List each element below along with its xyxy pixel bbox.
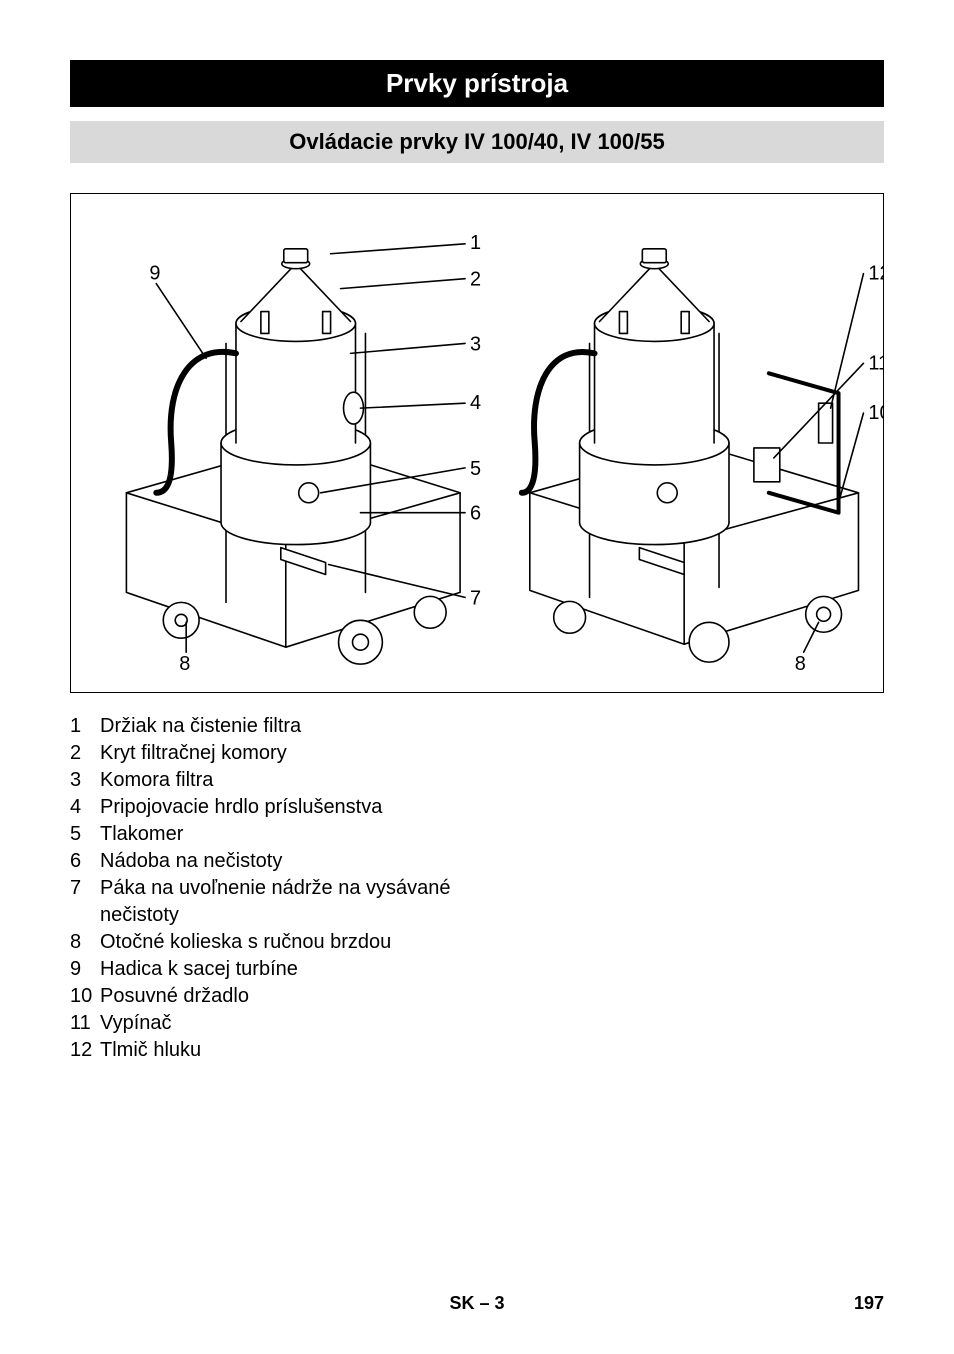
section-subtitle: Ovládacie prvky IV 100/40, IV 100/55 [70,121,884,163]
footer-center: SK – 3 [449,1293,504,1314]
callout-2: 2 [470,269,481,291]
legend-item: 2Kryt filtračnej komory [70,740,884,767]
legend-text: Páka na uvoľnenie nádrže na vysávané neč… [100,875,480,929]
legend-num: 4 [70,794,100,821]
left-unit [126,244,465,664]
legend-text: Nádoba na nečistoty [100,848,282,875]
legend-text: Držiak na čistenie filtra [100,713,301,740]
callout-7: 7 [470,587,481,609]
legend-num: 3 [70,767,100,794]
legend-num: 11 [70,1010,100,1037]
callout-10: 10 [868,402,883,424]
legend-text: Otočné kolieska s ručnou brzdou [100,929,391,956]
legend-text: Komora filtra [100,767,213,794]
legend-num: 6 [70,848,100,875]
legend-list: 1Držiak na čistenie filtra 2Kryt filtrač… [70,713,884,1064]
legend-item: 5Tlakomer [70,821,884,848]
legend-num: 10 [70,983,100,1010]
legend-num: 8 [70,929,100,956]
legend-item: 8Otočné kolieska s ručnou brzdou [70,929,884,956]
legend-text: Tlmič hluku [100,1037,201,1064]
legend-item: 11Vypínač [70,1010,884,1037]
legend-num: 1 [70,713,100,740]
legend-item: 9Hadica k sacej turbíne [70,956,884,983]
legend-text: Pripojovacie hrdlo príslušenstva [100,794,382,821]
callout-3: 3 [470,333,481,355]
callout-11: 11 [868,352,883,374]
legend-text: Posuvné držadlo [100,983,249,1010]
callout-12: 12 [868,263,883,285]
legend-num: 7 [70,875,100,929]
legend-text: Tlakomer [100,821,183,848]
legend-item: 3Komora filtra [70,767,884,794]
section-title: Prvky prístroja [70,60,884,107]
callout-4: 4 [470,392,481,414]
legend-item: 1Držiak na čistenie filtra [70,713,884,740]
page-number: 197 [854,1293,884,1314]
page-footer: SK – 3 197 [70,1293,884,1314]
legend-item: 7Páka na uvoľnenie nádrže na vysávané ne… [70,875,884,929]
right-unit [522,249,864,662]
legend-num: 2 [70,740,100,767]
legend-text: Vypínač [100,1010,172,1037]
callout-9: 9 [149,263,160,285]
callout-8l: 8 [179,653,190,675]
legend-num: 5 [70,821,100,848]
legend-text: Kryt filtračnej komory [100,740,287,767]
legend-item: 4Pripojovacie hrdlo príslušenstva [70,794,884,821]
legend-item: 10Posuvné držadlo [70,983,884,1010]
callout-1: 1 [470,232,481,254]
diagram-svg: 1 2 3 4 5 6 7 9 8 12 11 10 8 [71,194,883,692]
legend-item: 12Tlmič hluku [70,1037,884,1064]
callout-5: 5 [470,458,481,480]
device-diagram: 1 2 3 4 5 6 7 9 8 12 11 10 8 [70,193,884,693]
legend-item: 6Nádoba na nečistoty [70,848,884,875]
legend-num: 9 [70,956,100,983]
callout-8r: 8 [795,653,806,675]
legend-num: 12 [70,1037,100,1064]
callout-6: 6 [470,503,481,525]
legend-text: Hadica k sacej turbíne [100,956,298,983]
